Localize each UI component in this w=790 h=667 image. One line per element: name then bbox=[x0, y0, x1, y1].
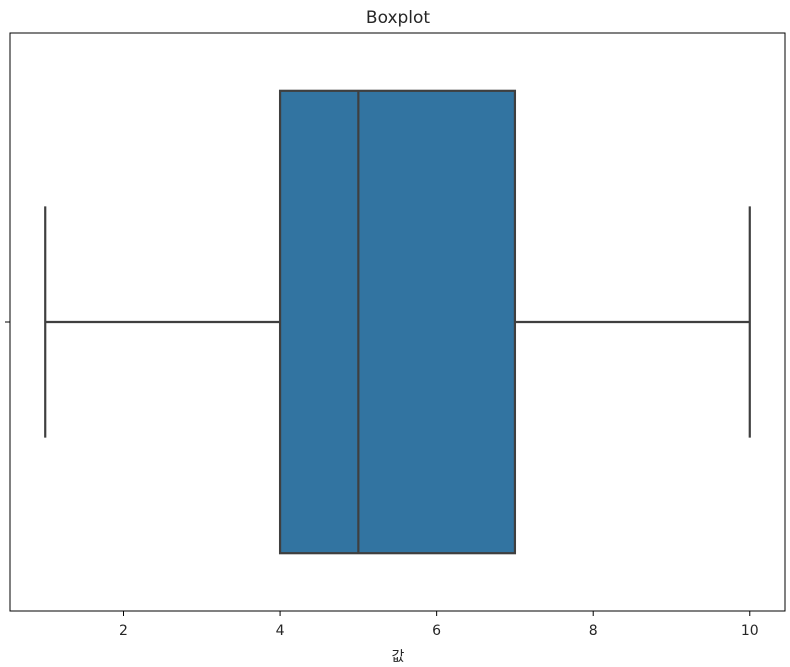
chart-title: Boxplot bbox=[366, 8, 431, 28]
plot-area bbox=[9, 32, 786, 612]
x-tick-label: 10 bbox=[741, 623, 759, 639]
x-axis-label: 값 bbox=[392, 649, 405, 665]
x-tick-label: 4 bbox=[276, 623, 285, 639]
x-tick-label: 2 bbox=[119, 623, 128, 639]
x-tick-label: 8 bbox=[589, 623, 598, 639]
iqr-box bbox=[278, 89, 517, 555]
x-tick-label: 6 bbox=[432, 623, 441, 639]
x-axis-ticks: 2 4 6 8 10 bbox=[119, 611, 759, 639]
